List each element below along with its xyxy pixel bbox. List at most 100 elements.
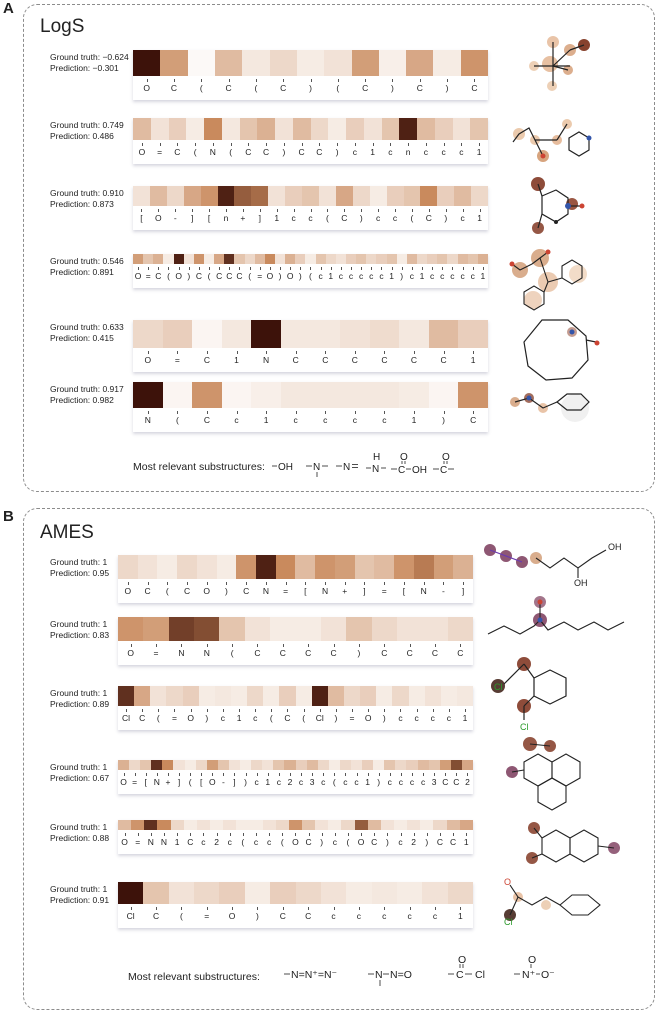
attention-cell — [129, 760, 141, 770]
smiles-token: O — [133, 79, 160, 93]
smiles-token: C — [296, 907, 321, 921]
attention-cell — [320, 882, 347, 904]
smiles-token: N — [256, 582, 276, 596]
smiles-token: ( — [305, 267, 315, 281]
smiles-token: C — [155, 267, 162, 281]
smiles-token: ( — [222, 143, 240, 157]
smiles-token: c — [310, 411, 340, 425]
ames-substructures: N=N⁺=N⁻ N N=O OC Cl ON⁺ O⁻ — [284, 954, 555, 986]
smiles-token: = — [194, 907, 219, 921]
smiles-tokens: O = C(O) C(C C C(= O) O)(c 1 c c c c c 1) c 1 c c c c c 1 — [133, 267, 488, 281]
attention-cell — [221, 118, 240, 140]
attention-cell — [380, 820, 394, 830]
smiles-token: C — [429, 351, 459, 365]
attention-cell — [458, 320, 488, 348]
imine-substructure: N — [336, 462, 358, 473]
attention-cell — [427, 254, 438, 264]
carboxyl-substructure: OC OH — [391, 452, 427, 476]
smiles-token: c — [418, 773, 429, 787]
attention-cell — [417, 760, 429, 770]
smiles-token: c — [263, 833, 276, 847]
smiles-token: 1 — [458, 351, 488, 365]
prediction-label: Prediction: 0.873 — [50, 199, 114, 209]
smiles-token: c — [417, 143, 435, 157]
ground-truth-label: Ground truth: 0.749 — [50, 120, 124, 130]
smiles-token: 1 — [460, 833, 473, 847]
attention-cell — [437, 254, 448, 264]
smiles-token: ] — [453, 582, 473, 596]
attention-cell — [168, 882, 195, 904]
smiles-token: c — [346, 907, 371, 921]
attention-cell — [217, 760, 229, 770]
logs-legend-label: Most relevant substructures: — [133, 461, 265, 473]
attention-cell — [244, 882, 271, 904]
smiles-token: c — [395, 773, 406, 787]
smiles-token: c — [366, 267, 376, 281]
smiles-token: ( — [329, 773, 340, 787]
smiles-token: C — [215, 79, 242, 93]
smiles-tokens: O = C 1 N C C C C C C 1 — [133, 351, 488, 365]
prediction-label: Prediction: 0.67 — [50, 773, 110, 783]
attention-cell — [162, 760, 174, 770]
smiles-token: O — [183, 709, 199, 723]
attention-cell — [334, 555, 355, 579]
molecule-logs-5 — [523, 319, 600, 381]
smiles-token: c — [340, 411, 370, 425]
attention-cell — [446, 820, 460, 830]
attention-cell — [366, 254, 377, 264]
attention-cell — [453, 555, 473, 579]
attention-cell — [234, 186, 252, 206]
smiles-token: c — [447, 267, 457, 281]
smiles-token: C — [279, 709, 295, 723]
svg-text:O: O — [528, 954, 536, 966]
smiles-token: 2 — [407, 833, 420, 847]
smiles-token: ) — [217, 582, 237, 596]
prediction-label: Prediction: 0.88 — [50, 833, 110, 843]
attention-cell — [168, 118, 187, 140]
attention-cell — [236, 820, 250, 830]
smiles-token: C — [321, 644, 346, 658]
attention-cell — [118, 882, 144, 904]
prediction-label: Prediction: −0.301 — [50, 63, 119, 73]
smiles-token: ( — [276, 833, 289, 847]
attention-cell — [315, 555, 335, 579]
smiles-token: C — [293, 143, 311, 157]
ground-truth-label: Ground truth: 0.910 — [50, 188, 124, 198]
attention-strip — [133, 50, 489, 76]
attention-cell — [131, 820, 145, 830]
attention-cell — [221, 382, 252, 408]
smiles-token: [ — [196, 773, 207, 787]
attention-cell — [328, 820, 342, 830]
svg-text:O: O — [458, 954, 466, 966]
smiles-token: O — [133, 351, 163, 365]
svg-text:N: N — [313, 462, 320, 473]
attention-cell — [182, 686, 199, 706]
attention-cell — [198, 686, 215, 706]
attention-strip — [133, 186, 489, 206]
attention-cell — [420, 186, 438, 206]
attention-cell — [118, 686, 135, 706]
smiles-token: Cl — [118, 907, 143, 921]
svg-text:Cl: Cl — [520, 722, 529, 732]
smiles-token: c — [215, 709, 231, 723]
attention-cell — [292, 118, 311, 140]
smiles-token: c — [372, 907, 397, 921]
smiles-token: O — [207, 773, 218, 787]
smiles-token: c — [285, 209, 302, 223]
attention-cell — [275, 118, 293, 140]
smiles-token: c — [437, 267, 447, 281]
smiles-token: N — [194, 644, 219, 658]
smiles-token: ( — [319, 209, 336, 223]
smiles-token: ( — [245, 267, 255, 281]
attention-cell — [302, 186, 319, 206]
attention-cell — [160, 50, 188, 76]
smiles-token: C — [458, 411, 488, 425]
attention-cell — [386, 186, 404, 206]
attention-cell — [183, 254, 194, 264]
attention-cell — [335, 186, 353, 206]
acyl-chloride-substructure: OC Cl — [448, 954, 485, 981]
attention-cell — [310, 320, 341, 348]
attention-cell — [295, 617, 321, 641]
svg-text:N: N — [375, 969, 383, 981]
smiles-token: C — [406, 79, 433, 93]
